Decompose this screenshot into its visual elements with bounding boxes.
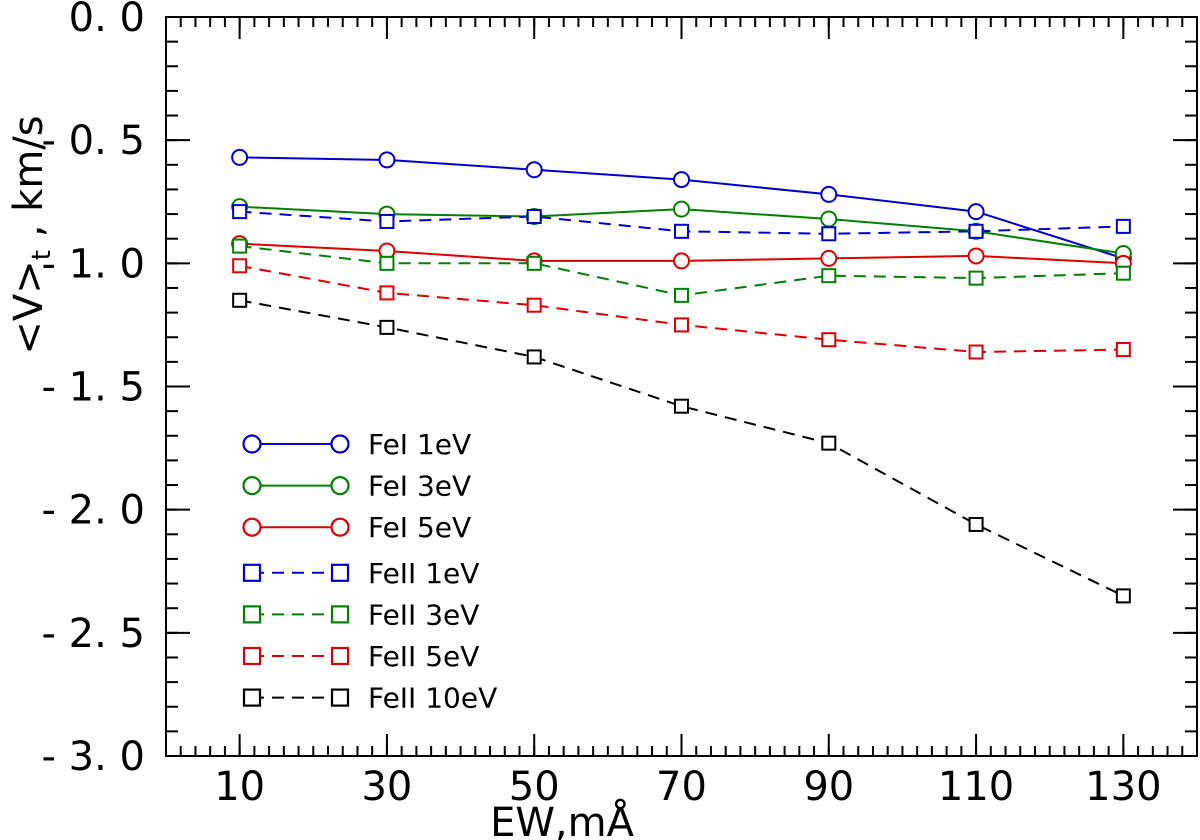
x-tick-labels: 10 30 50 70 90 110 130 bbox=[214, 764, 1161, 810]
legend-marker-fei-1ev bbox=[330, 434, 350, 454]
legend-marker-fei-1ev bbox=[242, 434, 262, 454]
data-point-fei-1ev bbox=[673, 171, 690, 189]
x-tick-label: 90 bbox=[803, 764, 854, 810]
series-markers bbox=[231, 148, 1132, 604]
data-point-feii-3ev bbox=[526, 255, 542, 271]
y-tick-label: - 2. 0 bbox=[42, 488, 145, 534]
data-point-feii-1ev bbox=[232, 204, 248, 220]
data-point-fei-1ev bbox=[231, 148, 249, 166]
legend-label-feii-10ev: FeII 10eV bbox=[368, 682, 497, 715]
data-point-fei-5ev bbox=[673, 252, 690, 270]
data-point-feii-5ev bbox=[1115, 342, 1131, 358]
legend-marker-fei-5ev bbox=[242, 517, 262, 537]
data-point-feii-1ev bbox=[821, 226, 837, 242]
data-point-feii-1ev bbox=[968, 223, 984, 239]
plot-frame-group bbox=[165, 16, 1198, 757]
data-point-feii-10ev bbox=[674, 398, 689, 414]
legend-marker-feii-1ev bbox=[330, 563, 350, 582]
legend-label-fei-5ev: FeI 5eV bbox=[368, 511, 471, 544]
data-point-feii-10ev bbox=[821, 435, 837, 451]
data-point-feii-3ev bbox=[821, 268, 837, 284]
y-axis-title-unit: , km/s bbox=[6, 115, 52, 250]
legend-marker-fei-3ev bbox=[242, 476, 262, 496]
y-axis-title: <V>t , km/s bbox=[6, 115, 57, 354]
data-point-fei-5ev bbox=[967, 247, 985, 265]
data-point-feii-10ev bbox=[379, 319, 395, 335]
legend-marker-fei-3ev bbox=[330, 476, 350, 496]
y-tick-labels: 0. 0 - 0. 5 - 1. 0 - 1. 5 - 2. 0 - 2. 5 - 3. 0 bbox=[42, 0, 145, 780]
data-point-feii-5ev bbox=[821, 332, 837, 348]
data-point-feii-5ev bbox=[526, 297, 542, 313]
legend-marker-feii-10ev bbox=[330, 688, 350, 707]
legend-marker-feii-10ev bbox=[242, 688, 262, 707]
data-point-feii-3ev bbox=[379, 255, 395, 271]
plot-frame bbox=[165, 16, 1198, 757]
x-tick-label: 130 bbox=[1085, 764, 1161, 810]
data-point-feii-10ev bbox=[968, 516, 984, 532]
data-point-fei-3ev bbox=[673, 200, 690, 218]
data-point-feii-5ev bbox=[968, 344, 984, 360]
y-axis-title-sub: t bbox=[27, 250, 57, 260]
data-point-feii-1ev bbox=[379, 213, 395, 229]
y-tick-label: - 2. 5 bbox=[42, 611, 145, 657]
x-tick-label: 110 bbox=[938, 764, 1014, 810]
y-tick-label: - 0. 5 bbox=[42, 118, 145, 164]
y-tick-label: - 1. 5 bbox=[42, 365, 145, 411]
legend-marker-feii-3ev bbox=[330, 605, 350, 624]
data-point-feii-1ev bbox=[526, 209, 542, 225]
y-tick-label: - 1. 0 bbox=[42, 241, 145, 287]
data-point-fei-1ev bbox=[820, 185, 838, 203]
legend-label-fei-1ev: FeI 1eV bbox=[368, 428, 471, 461]
legend-label-feii-3ev: FeII 3eV bbox=[368, 598, 479, 631]
legend-label-fei-3ev: FeI 3eV bbox=[368, 470, 471, 503]
y-axis-title-main: <V> bbox=[6, 260, 52, 354]
x-tick-label: 10 bbox=[214, 764, 265, 810]
data-point-fei-1ev bbox=[525, 161, 543, 179]
series-line-feii-5ev bbox=[239, 264, 1124, 354]
data-point-feii-3ev bbox=[968, 270, 984, 286]
data-point-feii-1ev bbox=[674, 223, 689, 239]
data-point-feii-5ev bbox=[232, 258, 248, 274]
axis-ticks bbox=[165, 16, 1198, 757]
legend-marker-feii-5ev bbox=[242, 646, 262, 666]
data-point-feii-5ev bbox=[379, 285, 395, 301]
legend-marker-feii-1ev bbox=[242, 563, 262, 582]
data-point-feii-1ev bbox=[1115, 218, 1131, 234]
legend-label-feii-1ev: FeII 1eV bbox=[368, 557, 479, 590]
legend: FeI 1eV FeI 3eV FeI 5eV FeII 1eV FeII 3eV FeI… bbox=[242, 428, 497, 715]
legend-label-feii-5ev: FeII 5eV bbox=[368, 640, 479, 673]
legend-marker-fei-5ev bbox=[330, 517, 350, 537]
data-point-fei-1ev bbox=[967, 203, 985, 221]
data-point-feii-3ev bbox=[674, 287, 689, 303]
x-tick-label: 30 bbox=[361, 764, 412, 810]
x-axis-title: EW,mÅ bbox=[490, 798, 635, 840]
data-point-feii-10ev bbox=[1115, 588, 1131, 604]
data-point-fei-3ev bbox=[820, 210, 838, 228]
y-tick-label: - 3. 0 bbox=[42, 734, 145, 780]
data-point-feii-10ev bbox=[526, 349, 542, 365]
data-point-fei-5ev bbox=[820, 249, 838, 267]
data-point-feii-3ev bbox=[1115, 265, 1131, 281]
x-tick-label: 70 bbox=[656, 764, 707, 810]
legend-marker-feii-3ev bbox=[242, 605, 262, 624]
data-point-fei-1ev bbox=[378, 151, 396, 169]
y-tick-label: 0. 0 bbox=[69, 0, 145, 41]
legend-marker-feii-5ev bbox=[330, 646, 350, 666]
data-point-feii-5ev bbox=[674, 317, 689, 333]
data-point-feii-10ev bbox=[232, 292, 248, 308]
data-point-feii-3ev bbox=[232, 238, 248, 254]
x-tick-label: 50 bbox=[509, 764, 560, 810]
